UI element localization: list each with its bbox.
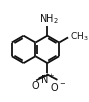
Text: N$^+$: N$^+$ — [40, 73, 55, 86]
Text: O$^-$: O$^-$ — [50, 81, 66, 93]
Text: CH$_3$: CH$_3$ — [70, 31, 88, 43]
Text: NH$_2$: NH$_2$ — [39, 12, 58, 26]
Text: O: O — [32, 81, 39, 91]
